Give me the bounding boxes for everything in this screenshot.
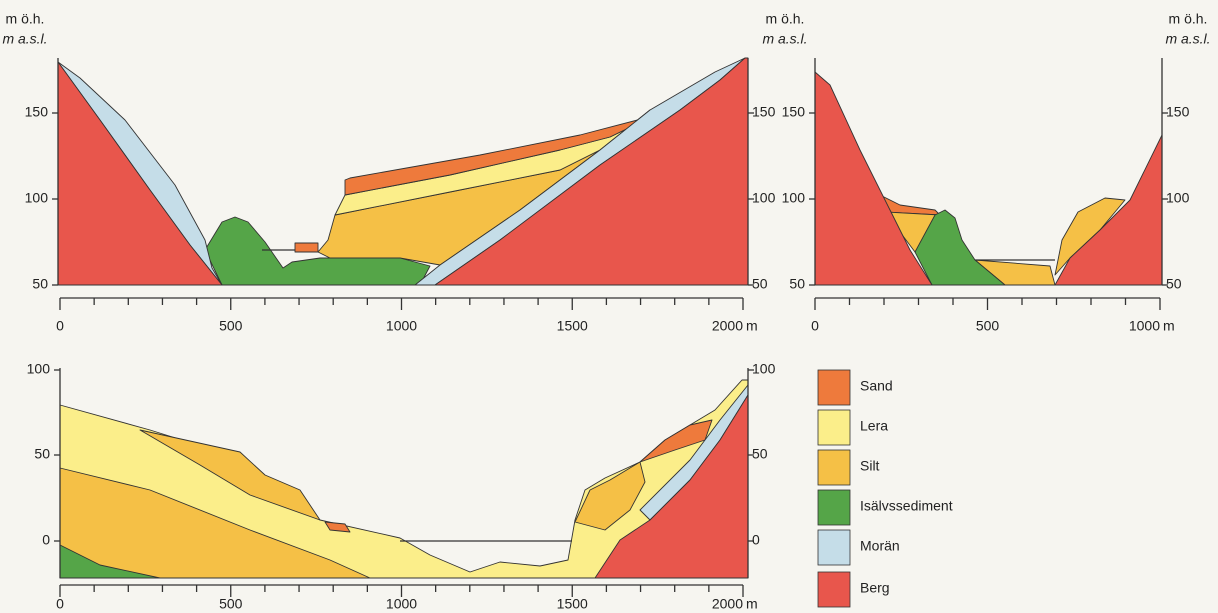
x-tick-label: 500 <box>976 318 1000 334</box>
section-3-layers <box>60 380 748 578</box>
y-tick-label: 100 <box>27 361 51 377</box>
legend-label: Berg <box>860 580 890 596</box>
y-tick-label: 100 <box>752 361 776 377</box>
x-tick-label: 2000 <box>712 318 743 334</box>
x-tick-label: 500 <box>219 596 243 612</box>
section-1-layers <box>58 58 748 285</box>
x-tick-label: 0 <box>811 318 819 334</box>
legend-swatch <box>818 370 850 405</box>
legend-swatch <box>818 410 850 445</box>
x-tick-label: 500 <box>219 318 243 334</box>
legend-swatch <box>818 450 850 485</box>
legend-label: Isälvssediment <box>860 498 953 514</box>
y-tick-label: 100 <box>782 190 806 206</box>
y-tick-label: 0 <box>42 532 50 548</box>
x-tick-label: 1500 <box>557 596 588 612</box>
axis-unit: m ö.h. <box>1169 11 1208 27</box>
x-tick-label: 1000 <box>1129 318 1160 334</box>
x-tick-label: 2000 <box>712 596 743 612</box>
y-tick-label: 50 <box>752 446 768 462</box>
x-tick-label: 0 <box>56 596 64 612</box>
section-2-layers <box>815 72 1162 285</box>
y-tick-label: 150 <box>25 104 49 120</box>
y-tick-label: 50 <box>1166 276 1182 292</box>
y-tick-label: 150 <box>752 104 776 120</box>
legend-label: Sand <box>860 378 893 394</box>
y-tick-label: 100 <box>752 190 776 206</box>
x-tick-label: 0 <box>56 318 64 334</box>
axis-unit: m ö.h. <box>6 11 45 27</box>
y-tick-label: 50 <box>34 446 50 462</box>
legend-label: Morän <box>860 538 900 554</box>
axis-unit: m a.s.l. <box>762 31 807 47</box>
x-tick-label: 1000 <box>386 596 417 612</box>
y-tick-label: 150 <box>782 104 806 120</box>
y-tick-label: 50 <box>32 276 48 292</box>
legend-swatch <box>818 530 850 565</box>
axis-unit: m a.s.l. <box>2 31 47 47</box>
y-tick-label: 50 <box>789 276 805 292</box>
y-tick-label: 50 <box>752 276 768 292</box>
x-unit: m <box>746 596 758 612</box>
y-tick-label: 100 <box>25 190 49 206</box>
berg <box>815 72 932 285</box>
legend-label: Lera <box>860 418 888 434</box>
sand <box>295 243 318 252</box>
y-tick-label: 100 <box>1166 190 1190 206</box>
y-tick-label: 0 <box>752 532 760 548</box>
legend-swatch <box>818 490 850 525</box>
legend-swatch <box>818 572 850 607</box>
legend-label: Silt <box>860 458 880 474</box>
y-tick-label: 150 <box>1166 104 1190 120</box>
axis-unit: m ö.h. <box>766 11 805 27</box>
x-unit: m <box>1163 318 1175 334</box>
axis-unit: m a.s.l. <box>1165 31 1210 47</box>
cross-sections: m ö.h. m a.s.l. m ö.h. m a.s.l. m ö.h. m a.s.… <box>0 0 1218 613</box>
x-tick-label: 1500 <box>557 318 588 334</box>
x-tick-label: 1000 <box>386 318 417 334</box>
x-unit: m <box>746 318 758 334</box>
